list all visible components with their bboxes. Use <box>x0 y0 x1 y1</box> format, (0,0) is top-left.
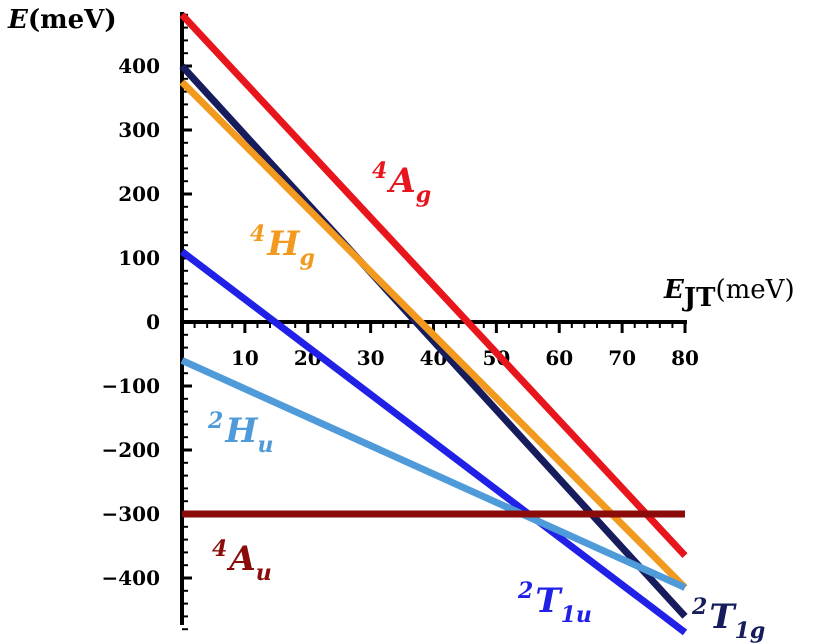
series-label-superscript: 2 <box>691 594 707 620</box>
series-label-subscript: 1g <box>735 618 766 644</box>
x-axis-title-unit: (meV) <box>715 275 794 305</box>
x-tick-label: 70 <box>608 346 636 370</box>
y-axis-title-unit: (meV) <box>28 5 117 35</box>
series-label-2Hu: 2Hu <box>207 408 273 458</box>
y-tick-label: −100 <box>101 374 160 398</box>
y-axis-title-symbol: E <box>7 5 29 35</box>
series-lines <box>179 12 688 636</box>
series-line-4Ag <box>179 12 688 558</box>
x-axis-title-symbol: E <box>663 275 685 305</box>
y-tick-label: 400 <box>118 54 160 78</box>
series-label-subscript: 1u <box>561 602 592 628</box>
series-label-symbol: A <box>386 161 415 201</box>
y-tick-label: 300 <box>118 118 160 142</box>
x-tick-label: 60 <box>545 346 573 370</box>
series-label-superscript: 4 <box>250 221 265 247</box>
series-label-symbol: H <box>224 411 259 451</box>
series-label-superscript: 2 <box>517 578 533 604</box>
y-tick-label: 100 <box>118 246 160 270</box>
series-label-subscript: g <box>299 245 314 271</box>
series-label-subscript: u <box>257 432 273 458</box>
series-label-4Hg: 4Hg <box>250 221 315 271</box>
series-line-2Hu <box>180 357 687 591</box>
x-axis-title: EJT(meV) <box>663 275 795 313</box>
y-tick-label: −200 <box>101 438 160 462</box>
series-label-4Au: 4Au <box>212 536 272 586</box>
series-label-symbol: T <box>535 581 563 621</box>
x-tick-label: 30 <box>357 346 385 370</box>
y-tick-label: −400 <box>101 566 160 590</box>
series-label-subscript: g <box>416 182 431 208</box>
x-tick-label: 10 <box>231 346 259 370</box>
series-line-4Hg <box>179 79 688 591</box>
y-axis-title: E(meV) <box>7 5 117 35</box>
series-label-superscript: 4 <box>372 158 387 184</box>
series-line-1g <box>179 63 688 619</box>
series-label-superscript: 4 <box>212 536 227 562</box>
y-tick-label: −300 <box>101 502 160 526</box>
series-label-subscript: u <box>256 560 272 586</box>
y-tick-label: 0 <box>146 310 160 334</box>
series-label-1u: 2T1u <box>517 578 592 628</box>
y-tick-label: 200 <box>118 182 160 206</box>
series-label-symbol: T <box>709 597 737 637</box>
series-line-1u <box>179 248 688 636</box>
series-label-4Ag: 4Ag <box>372 158 431 208</box>
series-label-superscript: 2 <box>207 408 223 434</box>
series-label-symbol: A <box>226 539 255 579</box>
x-axis-title-subscript: JT <box>682 283 716 313</box>
x-tick-label: 80 <box>671 346 699 370</box>
series-label-1g: 2T1g <box>691 594 765 644</box>
series-label-symbol: H <box>266 224 301 264</box>
